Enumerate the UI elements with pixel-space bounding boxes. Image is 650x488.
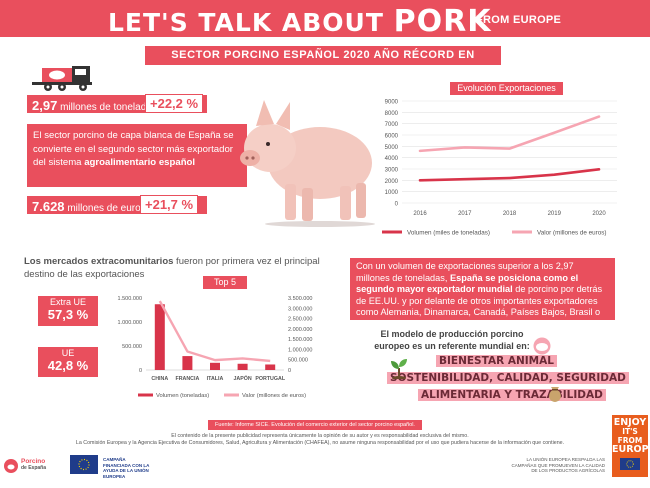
truck-icon <box>32 66 92 91</box>
x-tick-label: JAPÓN <box>233 374 251 382</box>
value-unit: millones de euros <box>64 203 146 214</box>
bar <box>265 364 276 370</box>
y-right-tick-label: 500.000 <box>288 358 308 364</box>
x-tick-label: 2017 <box>458 211 472 217</box>
page-title: LET'S TALK ABOUT PORK <box>108 4 492 39</box>
tag-sustainability: SOSTENIBILIDAD, CALIDAD, SEGURIDAD <box>387 372 629 384</box>
legend-label-2: Valor (millones de euros) <box>537 230 607 237</box>
exports-line-chart: 0 1000 2000 3000 4000 5000 6000 7000 8000 9000 201… <box>382 100 617 237</box>
y-tick-label: 8000 <box>385 111 399 117</box>
sector-description: El sector porcino de capa blanca de Espa… <box>27 124 247 187</box>
y-right-tick-label: 2.000.000 <box>288 327 312 333</box>
y-tick-label: 9000 <box>385 100 399 106</box>
tag-animal-welfare: BIENESTAR ANIMAL <box>436 355 557 367</box>
bar <box>182 356 193 370</box>
exporter-description: Con un volumen de exportaciones superior… <box>350 258 615 329</box>
ue-label: UE <box>61 348 75 358</box>
pig-badge-icon <box>533 337 551 355</box>
subtitle-banner: SECTOR PORCINO ESPAÑOL 2020 AÑO RÉCORD E… <box>145 46 501 80</box>
campaign-text: CAMPAÑA FINANCIADA CON LA AYUDA DE LA UN… <box>103 457 150 479</box>
tag-traceability: ALIMENTARIA Y TRAZABILIDAD <box>418 389 606 401</box>
y-right-tick-label: 3.000.000 <box>288 306 312 312</box>
y-left-tick-label: 1.500.000 <box>118 296 142 302</box>
ue-value: 42,8 % <box>47 358 89 373</box>
legend-label-1: Volumen (toneladas) <box>156 393 209 399</box>
series-line-2 <box>418 115 601 153</box>
volume-unit: millones de toneladas <box>57 102 157 113</box>
header-banner <box>0 0 650 37</box>
plant-icon <box>391 359 407 379</box>
eu-flag-icon <box>70 455 98 474</box>
enjoy-europe-logo: ENJOY IT'S FROM EUROPE <box>612 415 650 477</box>
y-tick-label: 1000 <box>385 190 399 196</box>
x-tick-label: CHINA <box>151 376 168 382</box>
y-left-tick-label: 1.000.000 <box>118 320 142 326</box>
ue-box: UE 42,8 % <box>38 347 98 377</box>
value-change-badge: +21,7 % <box>140 195 199 214</box>
exports-chart-title: Evolución Exportaciones <box>450 82 563 95</box>
y-tick-label: 4000 <box>385 156 399 162</box>
bar <box>154 304 165 370</box>
volume-value: 2,97 <box>32 98 58 113</box>
extra-ue-value: 57,3 % <box>47 307 89 322</box>
top5-title: Top 5 <box>203 276 247 289</box>
eu-support-text: LA UNIÓN EUROPEA RESPALDA LAS CAMPAÑAS Q… <box>511 457 605 473</box>
y-tick-label: 2000 <box>385 179 399 185</box>
y-left-tick-label: 0 <box>139 368 142 374</box>
y-right-tick-label: 3.500.000 <box>288 296 312 302</box>
x-tick-label: FRANCIA <box>175 376 199 382</box>
disclaimer: El contenido de la presente publicidad r… <box>75 433 565 446</box>
bar <box>237 363 248 370</box>
x-tick-label: 2019 <box>548 211 562 217</box>
y-tick-label: 6000 <box>385 134 399 140</box>
bar <box>210 362 220 370</box>
porcino-logo: Porcino de España <box>2 456 60 481</box>
x-tick-label: ITALIA <box>207 376 224 382</box>
markets-intro: Los mercados extracomunitarios fueron po… <box>24 256 320 280</box>
sack-icon <box>549 387 561 402</box>
y-tick-label: 5000 <box>385 145 399 151</box>
y-tick-label: 7000 <box>385 122 399 128</box>
extra-ue-box: Extra UE 57,3 % <box>38 296 98 326</box>
extra-ue-label: Extra UE <box>49 297 86 307</box>
y-left-tick-label: 500.000 <box>122 344 142 350</box>
y-tick-label: 3000 <box>385 168 399 174</box>
legend-label-2: Valor (millones de euros) <box>242 393 306 399</box>
x-tick-label: 2016 <box>413 211 427 217</box>
model-text: El modelo de producción porcino europeo … <box>374 329 530 351</box>
y-right-tick-label: 0 <box>288 368 291 374</box>
x-tick-label: 2018 <box>503 211 517 217</box>
y-right-tick-label: 1.500.000 <box>288 337 312 343</box>
top5-bar-chart: 0 500.000 1.000.000 1.500.000 0 500.000 1.000.… <box>118 296 313 399</box>
series-line-1 <box>418 168 601 182</box>
legend-label-1: Volumen (miles de toneladas) <box>407 230 490 237</box>
title-from-europe: FROM EUROPE <box>476 14 562 26</box>
y-right-tick-label: 1.000.000 <box>288 347 312 353</box>
volume-change-badge: +22,2 % <box>145 94 204 113</box>
pig-image <box>240 100 375 227</box>
x-tick-label: 2020 <box>592 211 606 217</box>
x-tick-label: PORTUGAL <box>255 376 285 382</box>
value-value: 7.628 <box>32 199 65 214</box>
y-tick-label: 0 <box>395 202 399 208</box>
value-line <box>158 300 271 363</box>
y-right-tick-label: 2.500.000 <box>288 317 312 323</box>
source-note: Fuente: Informe SICE. Evolución del come… <box>208 420 422 438</box>
